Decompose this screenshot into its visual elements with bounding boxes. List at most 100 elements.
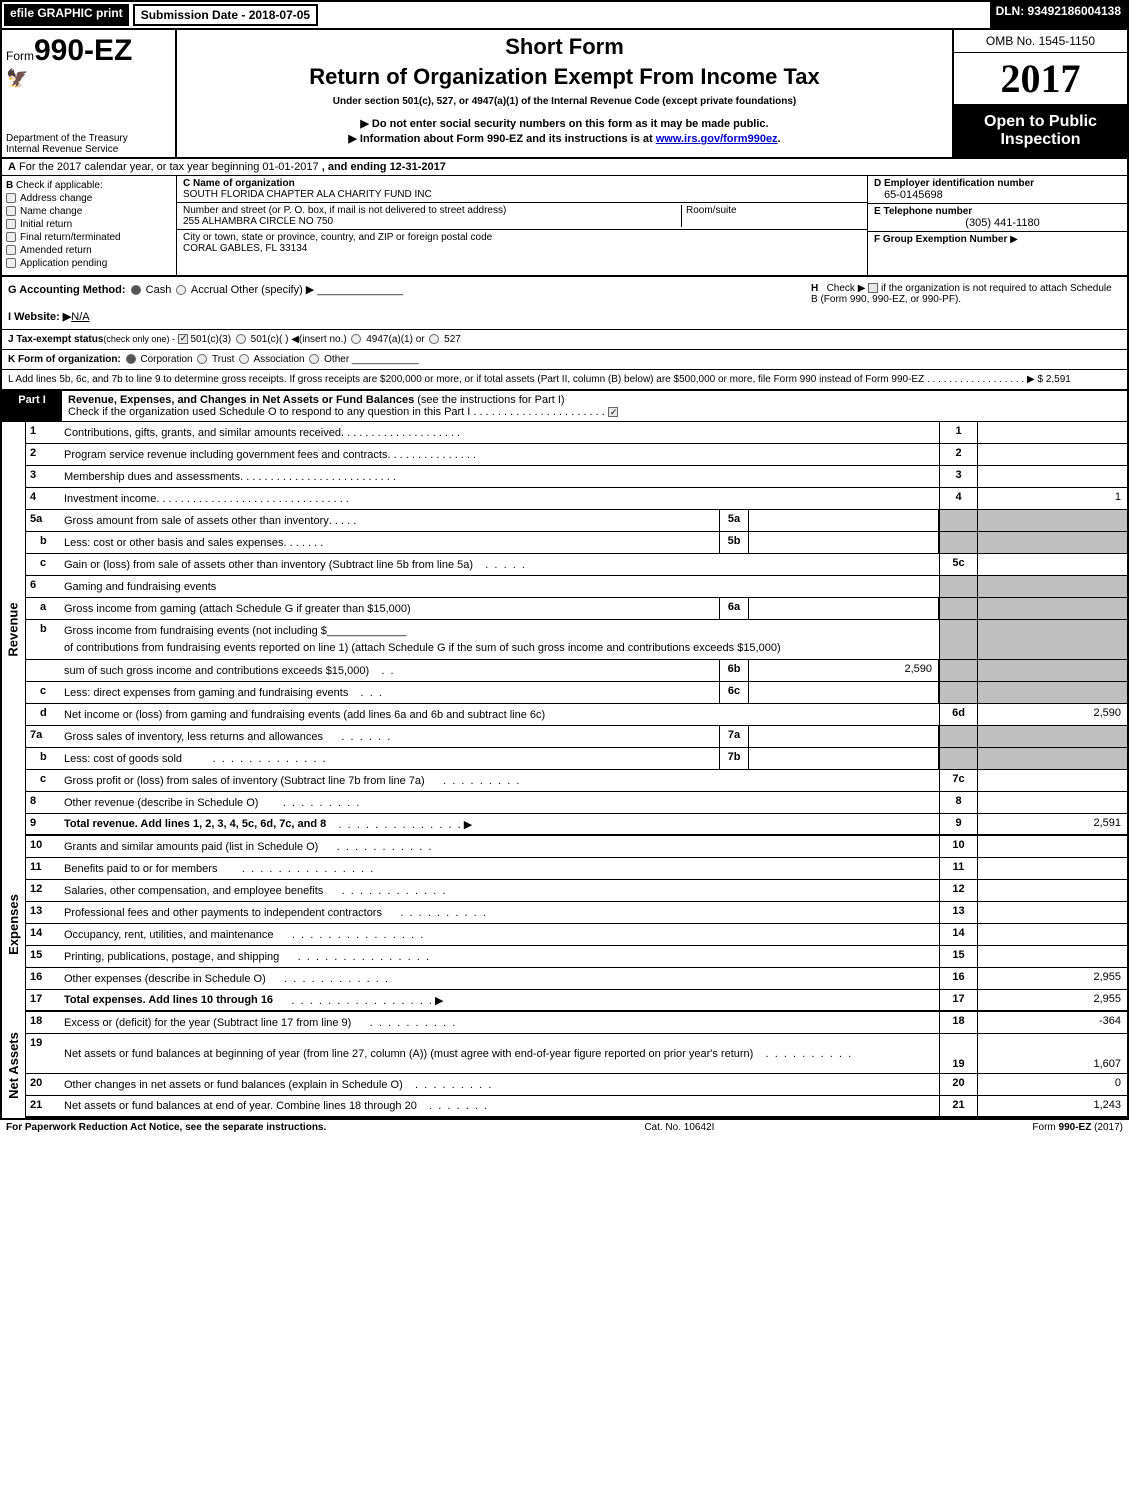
- radio-other[interactable]: [309, 354, 319, 364]
- radio-cash[interactable]: [131, 285, 141, 295]
- chk-address-change[interactable]: [6, 193, 16, 203]
- val-7a: [749, 726, 939, 747]
- footer-right: Form 990-EZ (2017): [1032, 1122, 1123, 1133]
- j-opt3: 4947(a)(1) or: [366, 334, 424, 345]
- footer: For Paperwork Reduction Act Notice, see …: [0, 1120, 1129, 1135]
- chk-final-return[interactable]: [6, 232, 16, 242]
- col-h: H Check ▶ if the organization is not req…: [811, 283, 1121, 323]
- val-5b: [749, 532, 939, 553]
- dln: DLN: 93492186004138: [990, 2, 1127, 28]
- cash-label: Cash: [146, 284, 172, 296]
- line-9: 9 Total revenue. Add lines 1, 2, 3, 4, 5…: [26, 814, 1127, 836]
- line-7c: c Gross profit or (loss) from sales of i…: [26, 770, 1127, 792]
- row-a-text2: , and ending 12-31-2017: [322, 161, 446, 173]
- col-d: D Employer identification number 65-0145…: [867, 176, 1127, 275]
- line-15: 15 Printing, publications, postage, and …: [26, 946, 1127, 968]
- top-bar: efile GRAPHIC print Submission Date - 20…: [2, 2, 1127, 30]
- revenue-section: Revenue 1 Contributions, gifts, grants, …: [2, 422, 1127, 836]
- netassets-section: Net Assets 18 Excess or (deficit) for th…: [2, 1012, 1127, 1118]
- radio-accrual[interactable]: [176, 285, 186, 295]
- val-21: 1,243: [977, 1096, 1127, 1116]
- val-9: 2,591: [977, 814, 1127, 834]
- l-arrow: ▶: [1027, 374, 1035, 385]
- efile-print-button[interactable]: efile GRAPHIC print: [4, 4, 129, 26]
- chk-label-1: Name change: [20, 206, 82, 217]
- c-name-label: C Name of organization: [183, 178, 295, 189]
- chk-501c3[interactable]: [178, 334, 188, 344]
- instructions-link[interactable]: www.irs.gov/form990ez: [656, 133, 778, 145]
- val-6b: 2,590: [749, 660, 939, 681]
- val-20: 0: [977, 1074, 1127, 1095]
- line-12: 12 Salaries, other compensation, and emp…: [26, 880, 1127, 902]
- h-check-text: Check ▶: [827, 283, 866, 294]
- under-section: Under section 501(c), 527, or 4947(a)(1)…: [187, 96, 942, 107]
- room-suite: Room/suite: [681, 205, 861, 227]
- radio-501c[interactable]: [236, 334, 246, 344]
- radio-trust[interactable]: [197, 354, 207, 364]
- chk-amended-return[interactable]: [6, 245, 16, 255]
- expenses-section: Expenses 10 Grants and similar amounts p…: [2, 836, 1127, 1012]
- tax-year: 2017: [954, 53, 1127, 105]
- val-18: -364: [977, 1012, 1127, 1033]
- chk-h[interactable]: [868, 283, 878, 293]
- chk-label-0: Address change: [20, 193, 92, 204]
- header-middle: Short Form Return of Organization Exempt…: [177, 30, 952, 157]
- form-prefix: Form: [6, 49, 34, 63]
- row-j: J Tax-exempt status(check only one) - 50…: [2, 330, 1127, 350]
- org-name: SOUTH FLORIDA CHAPTER ALA CHARITY FUND I…: [183, 189, 861, 200]
- line-7b: b Less: cost of goods sold . . . . . . .…: [26, 748, 1127, 770]
- radio-4947[interactable]: [351, 334, 361, 344]
- i-label: I Website: ▶: [8, 311, 71, 323]
- val-2: [977, 444, 1127, 465]
- website-value: N/A: [71, 311, 89, 323]
- val-5a: [749, 510, 939, 531]
- submission-date: Submission Date - 2018-07-05: [133, 4, 318, 26]
- col-b-label: B: [6, 180, 13, 191]
- radio-association[interactable]: [239, 354, 249, 364]
- line-21: 21 Net assets or fund balances at end of…: [26, 1096, 1127, 1118]
- k-opt3: Other: [324, 354, 349, 365]
- col-b: B Check if applicable: Address change Na…: [2, 176, 177, 275]
- org-city: CORAL GABLES, FL 33134: [183, 243, 861, 254]
- l-val: $ 2,591: [1037, 374, 1070, 385]
- line-7a: 7a Gross sales of inventory, less return…: [26, 726, 1127, 748]
- line-2: 2 Program service revenue including gove…: [26, 444, 1127, 466]
- part-1-title-paren: (see the instructions for Part I): [414, 394, 564, 406]
- val-8: [977, 792, 1127, 813]
- ein: 65-0145698: [874, 189, 1121, 201]
- radio-527[interactable]: [429, 334, 439, 344]
- chk-schedule-o[interactable]: [608, 407, 618, 417]
- line-6d: d Net income or (loss) from gaming and f…: [26, 704, 1127, 726]
- check-if-applicable: Check if applicable:: [16, 180, 103, 191]
- line-5c: c Gain or (loss) from sale of assets oth…: [26, 554, 1127, 576]
- val-7b: [749, 748, 939, 769]
- radio-corporation[interactable]: [126, 354, 136, 364]
- col-c: C Name of organization SOUTH FLORIDA CHA…: [177, 176, 867, 275]
- chk-application-pending[interactable]: [6, 258, 16, 268]
- line-20: 20 Other changes in net assets or fund b…: [26, 1074, 1127, 1096]
- d-label: D Employer identification number: [874, 178, 1034, 189]
- header: Form990-EZ 🦅 Department of the Treasury …: [2, 30, 1127, 159]
- part-1-title-bold: Revenue, Expenses, and Changes in Net As…: [68, 394, 414, 406]
- line-6b: sum of such gross income and contributio…: [26, 660, 1127, 682]
- line-1: 1 Contributions, gifts, grants, and simi…: [26, 422, 1127, 444]
- val-5c: [977, 554, 1127, 575]
- line-6b-desc: b Gross income from fundraising events (…: [26, 620, 1127, 660]
- form-number: 990-EZ: [34, 34, 132, 67]
- chk-label-2: Initial return: [20, 219, 72, 230]
- line-18: 18 Excess or (deficit) for the year (Sub…: [26, 1012, 1127, 1034]
- line-14: 14 Occupancy, rent, utilities, and maint…: [26, 924, 1127, 946]
- chk-initial-return[interactable]: [6, 219, 16, 229]
- part-1-check-line: Check if the organization used Schedule …: [68, 406, 470, 418]
- chk-name-change[interactable]: [6, 206, 16, 216]
- eagle-icon: 🦅: [6, 68, 171, 89]
- val-6a: [749, 598, 939, 619]
- part-1-header: Part I Revenue, Expenses, and Changes in…: [2, 391, 1127, 422]
- row-l: L Add lines 5b, 6c, and 7b to line 9 to …: [2, 370, 1127, 391]
- omb-number: OMB No. 1545-1150: [954, 30, 1127, 53]
- l-text: L Add lines 5b, 6c, and 7b to line 9 to …: [8, 374, 924, 385]
- val-16: 2,955: [977, 968, 1127, 989]
- val-13: [977, 902, 1127, 923]
- other-label: Other (specify) ▶: [231, 284, 315, 296]
- line-11: 11 Benefits paid to or for members . . .…: [26, 858, 1127, 880]
